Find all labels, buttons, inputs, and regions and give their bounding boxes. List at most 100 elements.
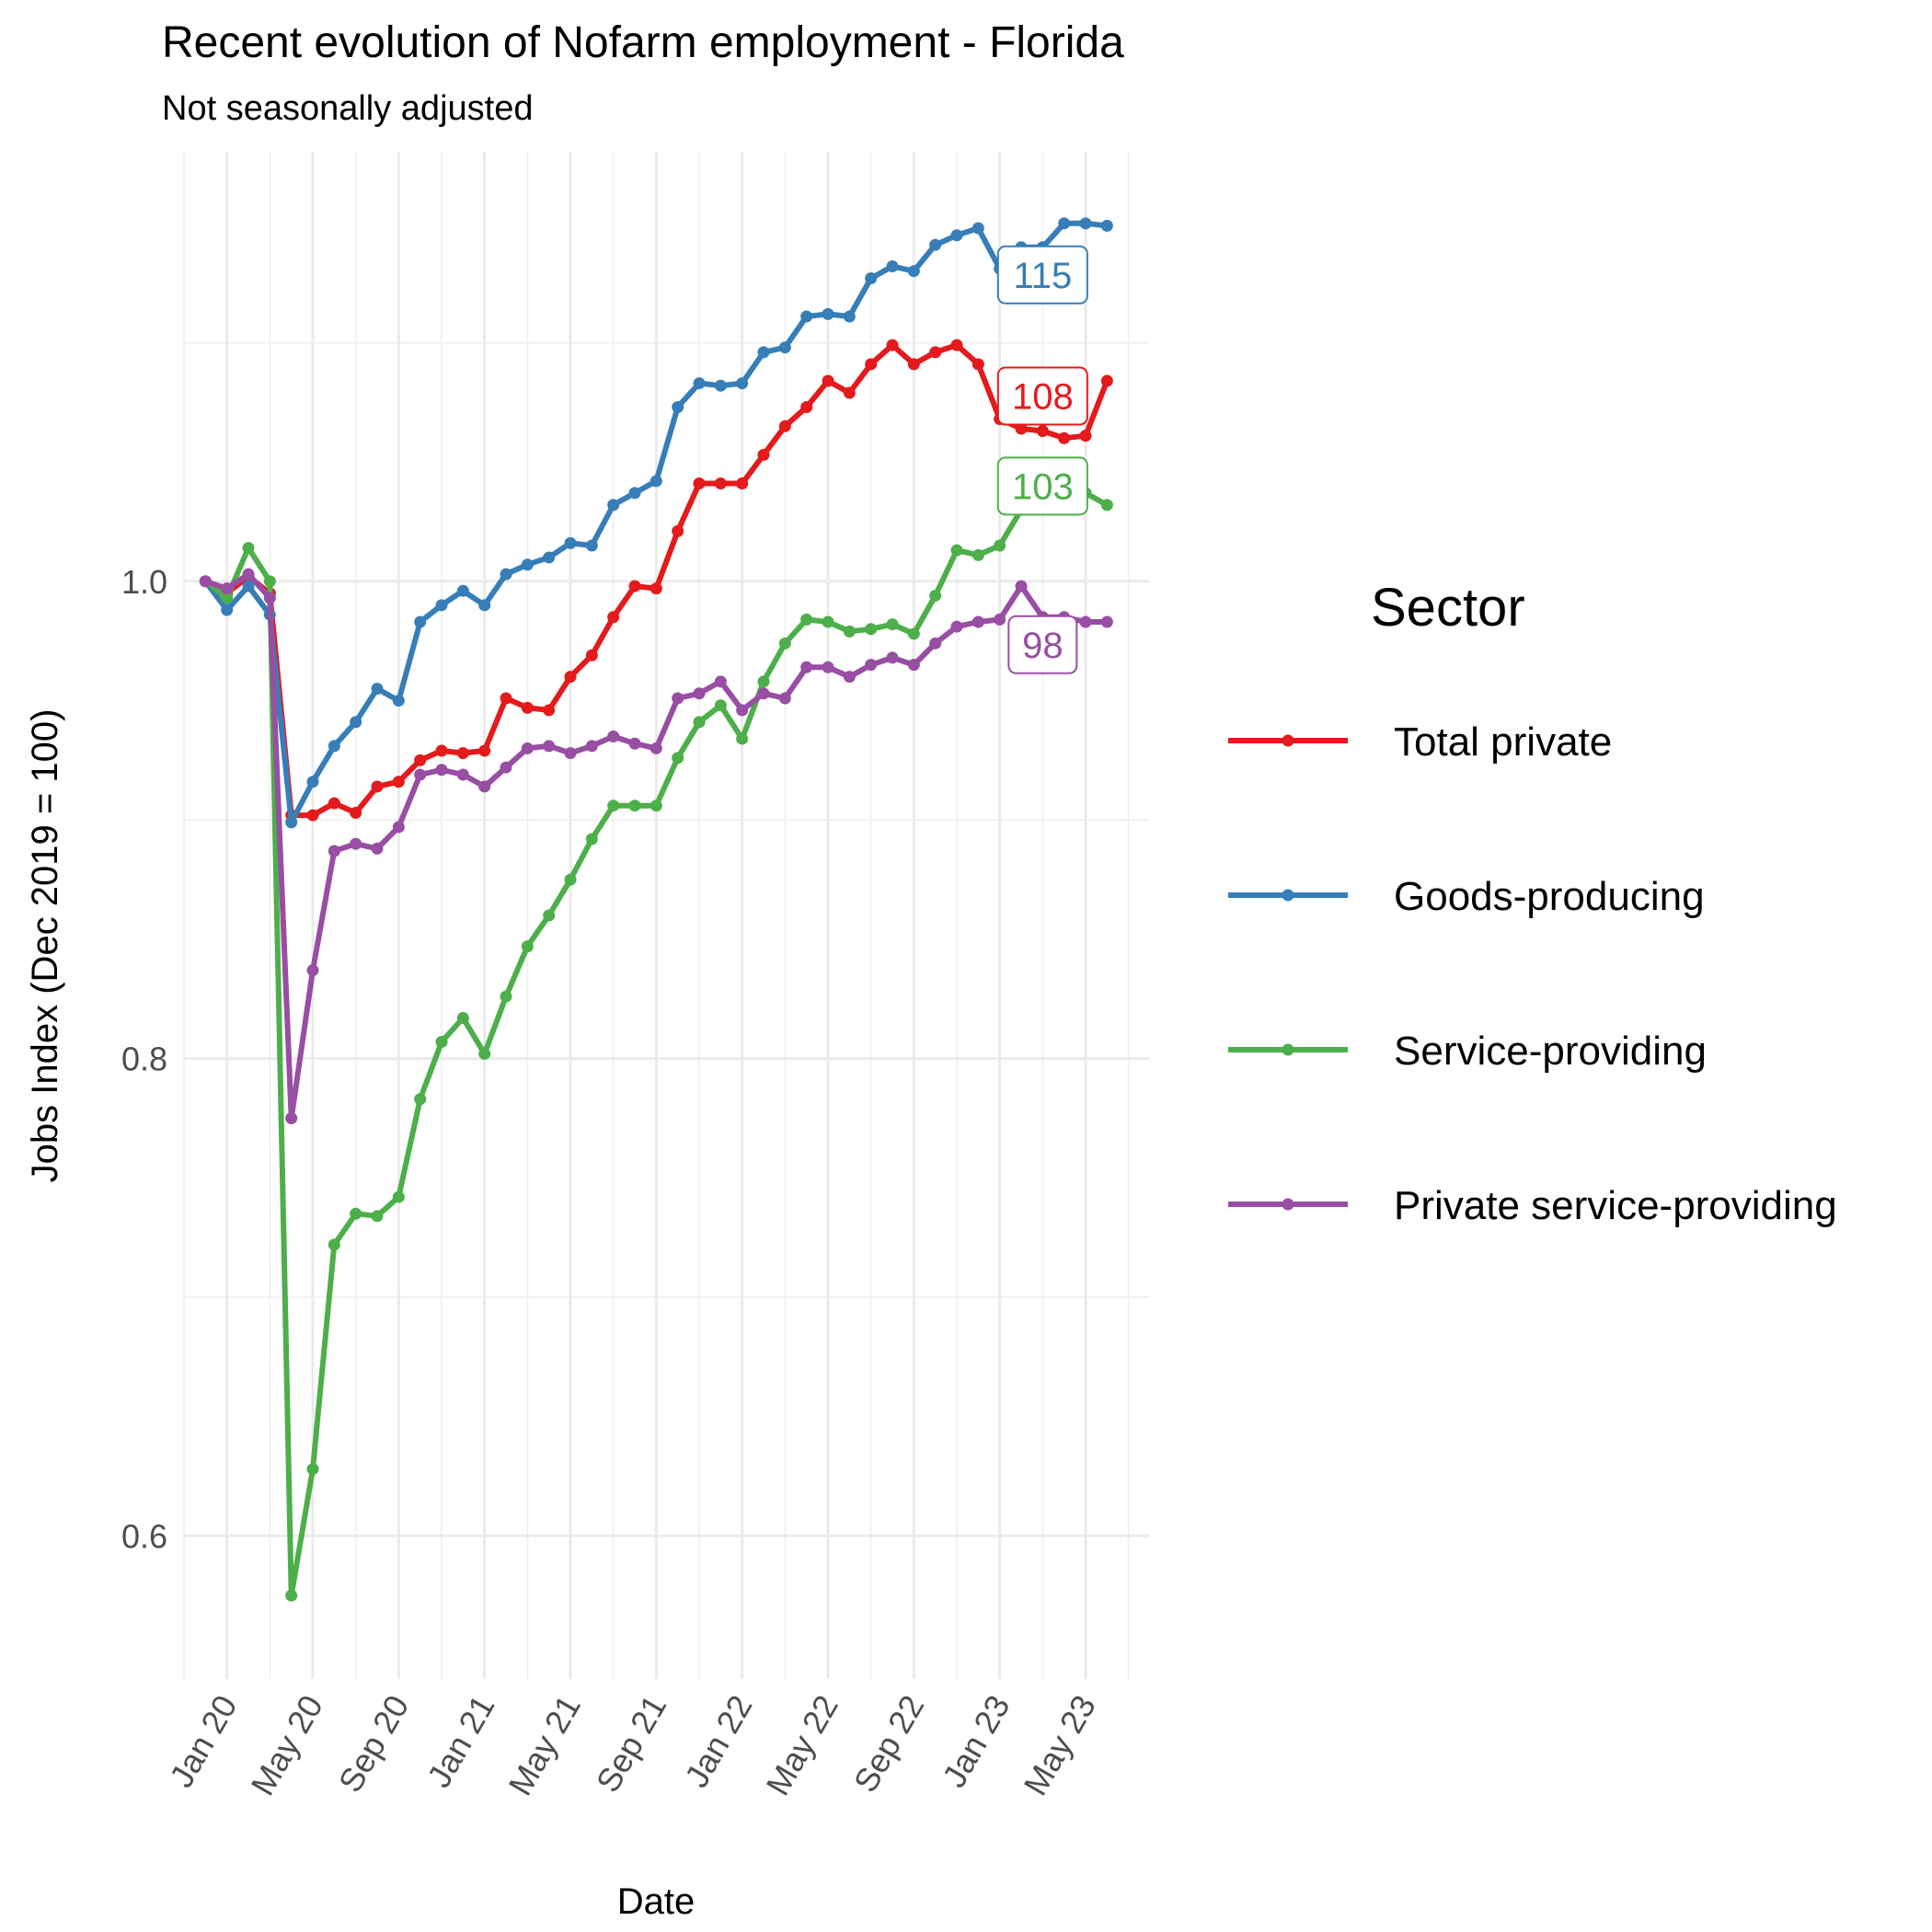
series-point — [500, 692, 512, 705]
series-point — [736, 477, 749, 490]
series-point — [714, 379, 727, 392]
series-point — [672, 524, 684, 537]
series-point — [672, 692, 684, 705]
legend-key-point — [1282, 1043, 1294, 1056]
series-point — [778, 341, 791, 354]
x-tick-label: May 23 — [1016, 1689, 1103, 1802]
series-point — [628, 799, 641, 812]
series-point — [350, 806, 362, 819]
y-tick-label: 0.6 — [121, 1517, 167, 1555]
x-axis-title: Date — [617, 1881, 696, 1922]
series-point — [435, 744, 448, 757]
series-point — [1100, 374, 1113, 387]
y-tick-label: 1.0 — [121, 563, 167, 601]
series-point — [478, 780, 491, 793]
series-point — [865, 271, 878, 284]
series-point — [607, 611, 620, 624]
series-point — [714, 675, 727, 688]
series-point — [650, 742, 662, 754]
series-point — [1079, 430, 1092, 443]
series-point — [822, 615, 834, 628]
series-point — [672, 401, 684, 414]
series-point — [650, 582, 662, 595]
series-point — [521, 701, 534, 714]
series-point — [1036, 424, 1049, 437]
series-point — [994, 613, 1006, 626]
series-point — [414, 615, 427, 628]
legend-item: Private service-providing — [1228, 1183, 1837, 1228]
series-point — [865, 659, 878, 672]
series-point — [285, 1111, 298, 1124]
series-point — [328, 1238, 340, 1251]
series-point — [736, 704, 749, 717]
series-point — [478, 744, 491, 757]
end-label: 103 — [996, 456, 1088, 516]
series-point — [456, 768, 469, 781]
chart-title: Recent evolution of Nofarm employment - … — [162, 18, 1124, 67]
series-point — [607, 730, 620, 742]
series-point — [221, 582, 234, 595]
series-point — [564, 873, 577, 886]
series-point — [800, 661, 813, 673]
series-point — [285, 1589, 298, 1602]
series-point — [1058, 217, 1071, 230]
end-label-box — [996, 245, 1088, 305]
series-point — [907, 265, 920, 278]
series-lines — [199, 217, 1113, 1602]
series-point — [778, 692, 791, 705]
x-tick-label: Jan 21 — [420, 1689, 502, 1794]
series-point — [1015, 422, 1028, 435]
end-labels: 108 115 103 98 — [996, 245, 1088, 674]
end-label-value: 115 — [1013, 256, 1072, 296]
series-point — [285, 816, 298, 829]
end-label: 108 — [996, 366, 1088, 426]
legend-item: Total private — [1228, 719, 1612, 765]
series-point — [950, 229, 963, 242]
x-tick-label: Sep 22 — [846, 1689, 932, 1799]
series-point — [865, 358, 878, 371]
series-point — [650, 799, 662, 812]
series-point — [1100, 615, 1113, 628]
end-label-box — [1007, 615, 1078, 674]
series-point — [886, 339, 899, 351]
series-point — [929, 346, 942, 359]
end-label-value: 98 — [1022, 626, 1064, 666]
series-point — [994, 539, 1006, 552]
legend: Sector Total private Goods-producing Servi… — [1228, 578, 1837, 1228]
series-point — [800, 613, 813, 626]
series-point — [328, 797, 340, 810]
series-point — [371, 842, 384, 855]
series-point — [585, 833, 598, 845]
series-point — [714, 477, 727, 490]
series-point — [564, 536, 577, 549]
series-point — [757, 675, 770, 688]
end-label: 98 — [1007, 615, 1078, 674]
series-point — [843, 671, 856, 684]
series-point — [929, 238, 942, 251]
series-point — [478, 599, 491, 612]
series-point — [306, 1463, 319, 1476]
series-point — [371, 780, 384, 793]
series-point — [843, 310, 856, 323]
x-tick-label: Jan 22 — [677, 1689, 760, 1794]
series-point — [843, 625, 856, 638]
legend-label: Private service-providing — [1394, 1183, 1837, 1228]
series-point — [907, 627, 920, 640]
series-point — [478, 1047, 491, 1060]
x-tick-label: Jan 20 — [162, 1689, 245, 1794]
legend-item: Goods-producing — [1228, 874, 1705, 919]
series-point — [672, 752, 684, 765]
series-point — [543, 704, 556, 717]
series-point — [1058, 431, 1071, 444]
series-point — [972, 222, 984, 235]
series-point — [500, 568, 512, 581]
series-point — [414, 753, 427, 766]
legend-key-point — [1282, 889, 1294, 902]
series-point — [242, 580, 255, 592]
series-point — [886, 618, 899, 631]
series-point — [843, 386, 856, 399]
series-point — [350, 716, 362, 729]
series-point — [242, 542, 255, 555]
